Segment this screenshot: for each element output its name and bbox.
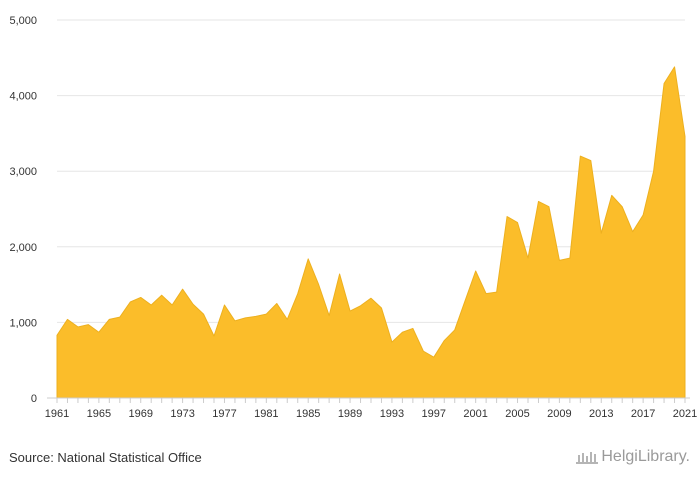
x-tick-label: 1969	[128, 408, 152, 420]
x-tick-label: 2001	[463, 408, 487, 420]
x-tick-label: 1981	[254, 408, 278, 420]
x-axis: 1961 1965 1969 1973 1977 1981 1985 1989 1993 1997…	[45, 398, 697, 420]
y-tick-label: 1,000	[9, 317, 37, 329]
y-tick-label: 4,000	[9, 91, 37, 103]
helgi-library-logo: HelgiLibrary.	[576, 448, 690, 466]
x-tick-label: 1985	[296, 408, 320, 420]
logo-text: HelgiLibrary.	[601, 448, 690, 465]
x-tick-label: 2005	[505, 408, 529, 420]
x-tick-label: 1977	[212, 408, 236, 420]
source-note: Source: National Statistical Office	[9, 450, 202, 465]
x-tick-label: 2021	[673, 408, 697, 420]
x-tick-label: 2017	[631, 408, 655, 420]
series-area	[56, 66, 686, 399]
x-tick-label: 1989	[338, 408, 362, 420]
y-axis: 0 1,000 2,000 3,000 4,000 5,000	[9, 15, 37, 405]
x-tick-label: 1961	[45, 408, 69, 420]
y-tick-label: 3,000	[9, 166, 37, 178]
library-building-icon	[576, 452, 599, 464]
y-tick-label: 5,000	[9, 15, 37, 27]
x-tick-label: 2009	[547, 408, 571, 420]
y-tick-label: 2,000	[9, 242, 37, 254]
x-tick-label: 2013	[589, 408, 613, 420]
x-tick-label: 1993	[380, 408, 404, 420]
x-tick-label: 1965	[87, 408, 111, 420]
y-tick-label: 0	[31, 393, 37, 405]
x-tick-label: 1997	[422, 408, 446, 420]
x-tick-label: 1973	[170, 408, 194, 420]
